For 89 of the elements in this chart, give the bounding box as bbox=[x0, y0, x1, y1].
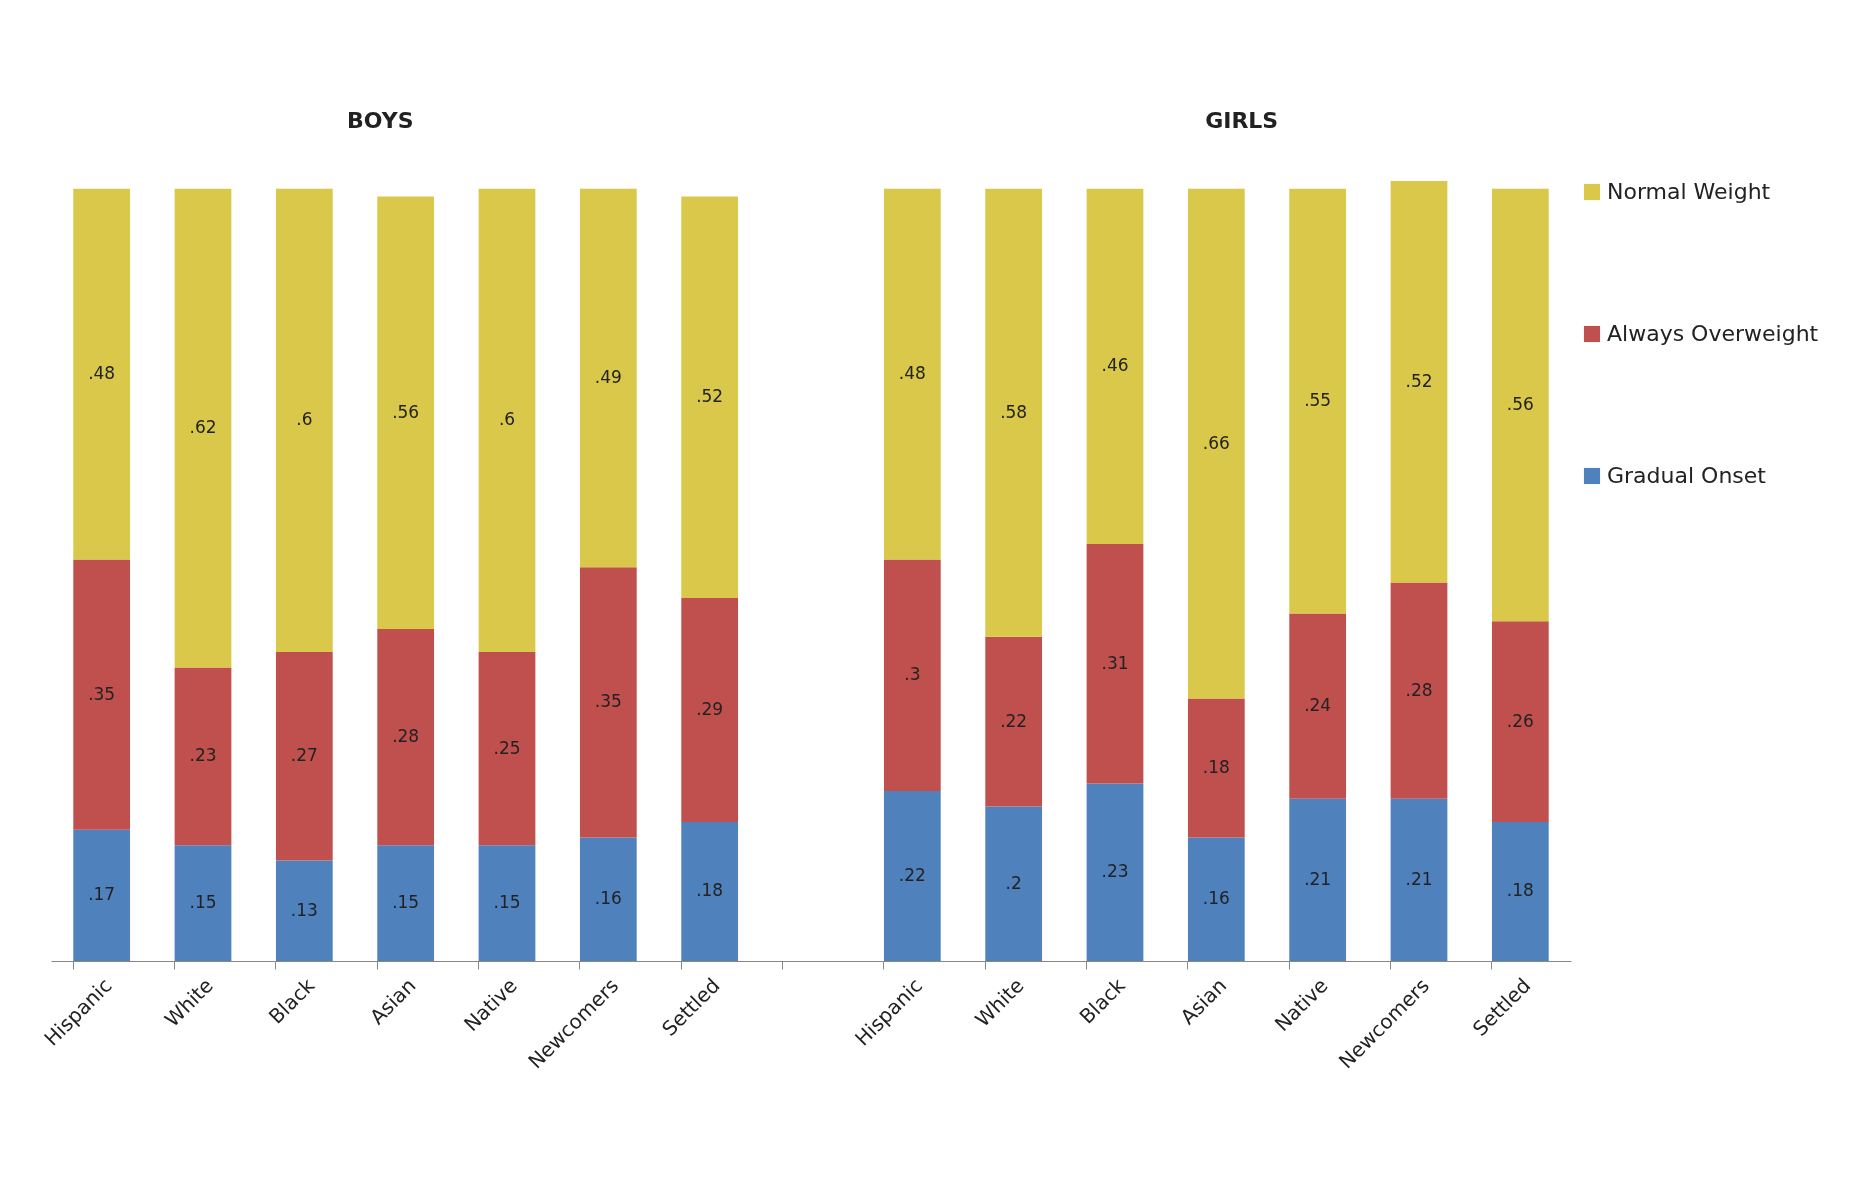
bar bbox=[985, 636, 1043, 807]
bar bbox=[275, 188, 333, 653]
bar bbox=[883, 791, 941, 961]
data-label: .18 bbox=[696, 880, 724, 901]
data-label: .22 bbox=[1000, 710, 1028, 731]
data-label: .29 bbox=[696, 699, 724, 720]
bar bbox=[1390, 582, 1448, 799]
bar bbox=[883, 188, 941, 560]
data-label: .16 bbox=[1202, 888, 1230, 909]
data-label: .66 bbox=[1202, 432, 1230, 453]
bar bbox=[1289, 188, 1347, 614]
data-label: .6 bbox=[498, 409, 516, 430]
bar bbox=[1086, 543, 1144, 784]
bar bbox=[1289, 613, 1347, 799]
bar bbox=[985, 806, 1043, 961]
bar bbox=[174, 845, 232, 961]
data-label: .24 bbox=[1304, 695, 1332, 716]
data-label: .18 bbox=[1202, 756, 1230, 777]
bar bbox=[681, 598, 739, 822]
bar bbox=[579, 188, 637, 568]
data-label: .52 bbox=[1405, 370, 1433, 391]
data-label: .56 bbox=[1506, 393, 1534, 414]
legend-label: Normal Weight bbox=[1607, 179, 1771, 204]
data-label: .31 bbox=[1101, 652, 1129, 673]
legend-label: Gradual Onset bbox=[1607, 463, 1767, 488]
bar bbox=[377, 845, 435, 961]
bar bbox=[1491, 821, 1549, 961]
bar bbox=[275, 860, 333, 961]
data-label: .48 bbox=[88, 363, 116, 384]
data-label: .25 bbox=[493, 737, 521, 758]
text: BOYS bbox=[347, 108, 414, 133]
data-label: .18 bbox=[1506, 880, 1534, 901]
bar bbox=[478, 188, 536, 653]
bar bbox=[1491, 188, 1549, 622]
data-label: .48 bbox=[898, 363, 926, 384]
data-label: .46 bbox=[1101, 355, 1129, 376]
data-label: .6 bbox=[296, 409, 313, 430]
data-label: .28 bbox=[1405, 679, 1433, 700]
bar bbox=[478, 845, 536, 961]
bar bbox=[73, 559, 131, 830]
bar bbox=[73, 829, 131, 961]
bar bbox=[377, 196, 435, 629]
data-label: .22 bbox=[898, 865, 926, 886]
data-label: .62 bbox=[189, 417, 217, 438]
bar bbox=[1187, 188, 1245, 699]
data-label: .28 bbox=[392, 726, 420, 747]
data-label: .49 bbox=[594, 366, 622, 387]
bar bbox=[681, 821, 739, 961]
bar bbox=[1491, 621, 1549, 822]
data-label: .56 bbox=[392, 401, 420, 422]
bar bbox=[174, 188, 232, 668]
data-label: .55 bbox=[1304, 390, 1332, 411]
data-label: .23 bbox=[1101, 861, 1129, 882]
text: GIRLS bbox=[1205, 108, 1279, 133]
data-label: .15 bbox=[189, 892, 217, 913]
data-label: .35 bbox=[594, 691, 622, 712]
data-label: .15 bbox=[493, 892, 521, 913]
data-label: .13 bbox=[290, 899, 318, 920]
bar bbox=[985, 188, 1043, 637]
bar bbox=[1390, 181, 1448, 583]
bar bbox=[1289, 798, 1347, 961]
bar bbox=[579, 567, 637, 838]
data-label: .15 bbox=[392, 892, 420, 913]
bar bbox=[1187, 837, 1245, 961]
bar bbox=[377, 628, 435, 846]
data-label: .23 bbox=[189, 745, 217, 766]
data-label: .2 bbox=[1005, 872, 1022, 893]
data-label: .35 bbox=[88, 683, 116, 704]
data-label: .17 bbox=[88, 884, 116, 905]
legend-label: Always Overweight bbox=[1607, 321, 1819, 346]
bar bbox=[681, 196, 739, 599]
bar bbox=[174, 667, 232, 846]
bar bbox=[883, 559, 941, 792]
data-label: .27 bbox=[290, 745, 318, 766]
data-label: .58 bbox=[1000, 401, 1028, 422]
bar bbox=[1187, 698, 1245, 838]
data-label: .16 bbox=[594, 888, 622, 909]
bar bbox=[275, 652, 333, 861]
bar bbox=[1086, 188, 1144, 544]
data-label: .26 bbox=[1506, 710, 1534, 731]
data-label: .3 bbox=[904, 664, 921, 685]
data-label: .21 bbox=[1304, 868, 1332, 889]
bar bbox=[478, 652, 536, 846]
data-label: .52 bbox=[696, 386, 724, 407]
bar bbox=[579, 837, 637, 961]
data-label: .21 bbox=[1405, 868, 1433, 889]
bar bbox=[1390, 798, 1448, 961]
bar bbox=[73, 188, 131, 560]
bar bbox=[1086, 783, 1144, 961]
